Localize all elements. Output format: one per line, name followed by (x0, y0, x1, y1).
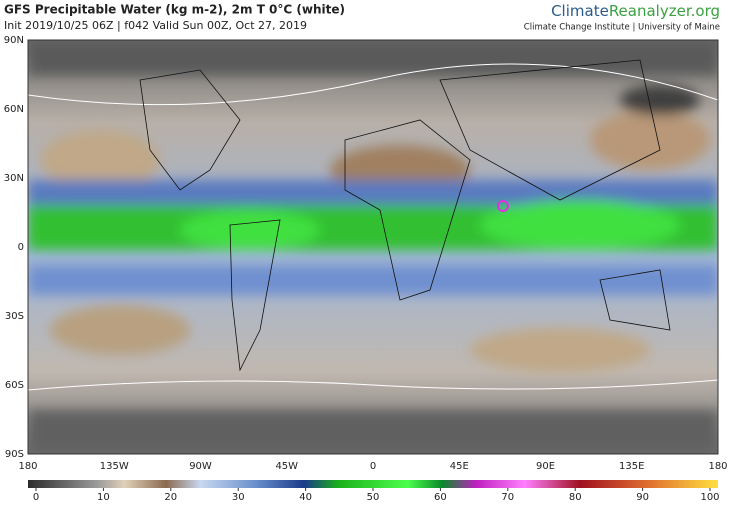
colorbar-label: 90 (636, 492, 649, 503)
map (28, 40, 718, 454)
colorbar-label: 0 (33, 492, 39, 503)
lat-label: 60N (4, 104, 24, 115)
colorbar (28, 480, 718, 488)
brand: ClimateReanalyzer.org (551, 2, 720, 20)
colorbar-label: 30 (232, 492, 245, 503)
lon-label: 180 (708, 461, 727, 472)
lon-label: 90W (189, 461, 212, 472)
lon-label: 45W (275, 461, 298, 472)
lat-label: 90N (4, 35, 24, 46)
colorbar-label: 10 (97, 492, 110, 503)
lat-label: 60S (5, 380, 24, 391)
colorbar-label: 40 (299, 492, 312, 503)
lon-label: 135W (100, 461, 129, 472)
lon-labels: 180 135W 90W 45W 0 45E 90E 135E 180 (18, 461, 727, 472)
lat-label: 90S (5, 449, 24, 460)
lon-label: 90E (536, 461, 555, 472)
colorbar-label: 20 (164, 492, 177, 503)
colorbar-label: 80 (569, 492, 582, 503)
colorbar-label: 70 (501, 492, 514, 503)
lat-label: 0 (18, 242, 24, 253)
lon-label: 45E (450, 461, 469, 472)
title: GFS Precipitable Water (kg m-2), 2m T 0°… (4, 3, 345, 17)
lat-label: 30S (5, 311, 24, 322)
colorbar-label: 60 (434, 492, 447, 503)
map-frame (27, 39, 719, 455)
lat-labels: 90N 60N 30N 0 30S 60S 90S (4, 35, 24, 460)
lon-label: 0 (370, 461, 376, 472)
institute: Climate Change Institute | University of… (524, 23, 720, 33)
brand-part: Climate (551, 2, 609, 20)
colorbar-label: 50 (367, 492, 380, 503)
lat-label: 30N (4, 173, 24, 184)
lon-label: 135E (619, 461, 644, 472)
brand-part: Reanalyzer (609, 2, 693, 20)
lon-label: 180 (18, 461, 37, 472)
brand-domain: .org (691, 2, 720, 20)
subtitle: Init 2019/10/25 06Z | f042 Valid Sun 00Z… (4, 19, 307, 32)
colorbar-ticks: 0 10 20 30 40 50 60 70 80 90 100 (33, 488, 720, 503)
colorbar-label: 100 (700, 492, 719, 503)
